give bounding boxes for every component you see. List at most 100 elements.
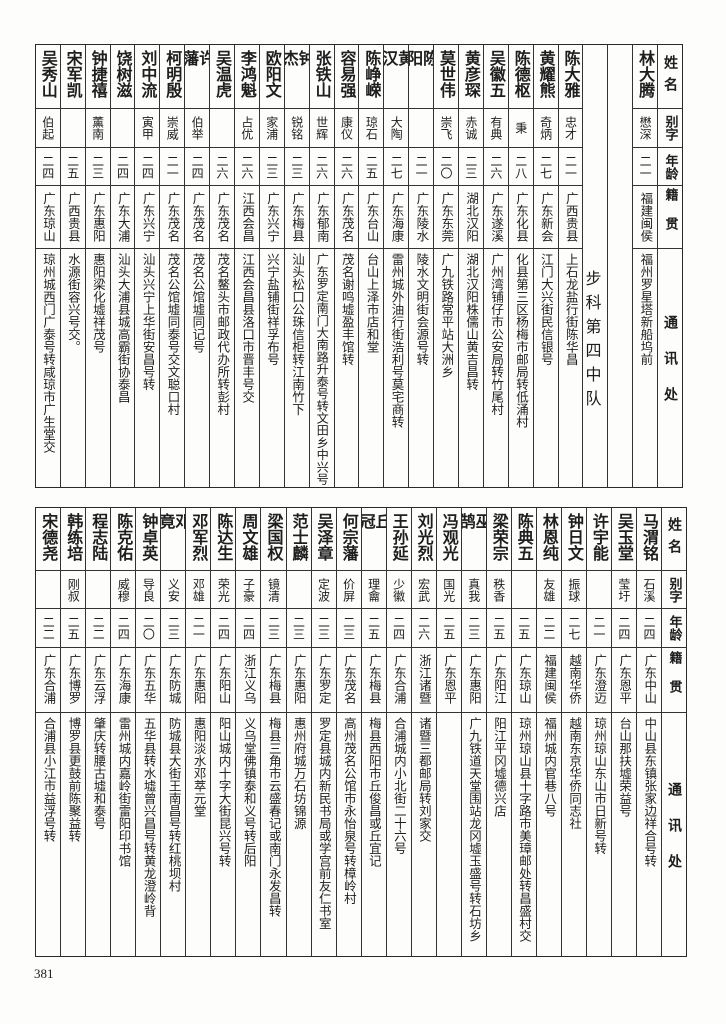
name-cell: 陈达生 — [211, 508, 236, 571]
native-text: 广东梅县 — [366, 654, 382, 704]
native-cell: 广东大浦 — [110, 186, 135, 249]
native-cell: 广东琼山 — [511, 648, 536, 713]
name-text: 宋德尧 — [39, 513, 59, 561]
address-cell: 高州茂名公馆市永怡泉号转樟岭村 — [337, 713, 361, 958]
age-cell: 二六 — [334, 148, 359, 186]
native-text: 广东化县 — [513, 192, 529, 242]
name-cell: 黄彦琛 — [458, 45, 483, 109]
native-cell: 广东五华 — [136, 648, 161, 713]
native-text: 广东阳山 — [216, 654, 232, 704]
address-text: 江西会昌县洛口市晋丰号交 — [240, 253, 256, 403]
address-cell — [437, 713, 461, 958]
age-cell: 二一 — [160, 148, 185, 186]
table-row: 刘中流 寅甲 二四 广东兴宁 汕头兴宁上华街安昌号转 — [134, 45, 160, 489]
native-text: 广东五华 — [141, 654, 157, 704]
address-cell: 琼州琼山县十字路市美璋邮处转昌盛村交 — [512, 713, 536, 958]
name-text: 刘中流 — [138, 50, 158, 98]
header-name: 姓名 — [662, 54, 679, 99]
address-text: 越南东京华侨同志社 — [567, 717, 583, 830]
native-text: 广东惠阳 — [191, 654, 207, 704]
address-cell: 台山上泽市店和堂 — [359, 249, 383, 489]
age-text: 二三 — [463, 154, 478, 179]
alias-cell: 锐铭 — [284, 109, 309, 148]
address-cell: 汕头兴宁上华街安昌号转 — [135, 249, 159, 489]
age-cell: 二四 — [111, 609, 136, 648]
address-text: 梅县西阳市丘俊昌或丘宜记 — [366, 717, 382, 867]
address-text: 台山上泽市店和堂 — [364, 253, 380, 353]
table-row: 邓军烈 邓雄 二一 广东惠阳 惠阳淡水邓萃元堂 — [185, 508, 211, 956]
age-cell: 二六 — [483, 148, 508, 186]
alias-cell — [511, 571, 536, 609]
address-cell: 琼州城西门广泰号转咸琼市广生堂交 — [36, 249, 60, 489]
native-text: 湖北汉阳 — [464, 192, 480, 242]
header-age-cell: 年龄 — [658, 148, 682, 186]
name-cell: 钟捷禧 — [85, 45, 110, 109]
age-cell: 二七 — [561, 609, 586, 648]
table-row: 吴徽五 有典 二六 广东遂溪 广州湾铺仔市公安局转竹尾村 — [482, 45, 508, 487]
age-text: 二三 — [266, 616, 281, 640]
address-text: 汕头兴宁上华街安昌号转 — [140, 253, 156, 391]
name-cell: 梁荣宗 — [486, 508, 511, 571]
name-cell: 容易强 — [334, 45, 359, 109]
native-cell: 广东兴宁 — [135, 186, 160, 249]
header-address: 通讯处 — [665, 781, 682, 890]
address-text: 上石龙盐行街陈华昌 — [563, 253, 579, 366]
native-cell: 广东茂名 — [334, 186, 359, 249]
table-row: 梁国权 镜清 二三 广东梅县 梅县三角市云盛春记或南门永发昌转 — [260, 508, 286, 956]
header-native: 籍贯 — [662, 188, 678, 246]
native-text: 广东合浦 — [391, 654, 407, 704]
native-cell: 广西贵县 — [558, 186, 583, 249]
header-address-cell: 通讯处 — [658, 249, 682, 489]
table-row: 许藩 伯举 二四 广东茂名 茂名公馆墟同记号 — [184, 45, 210, 487]
name-cell: 吴徽五 — [483, 45, 508, 109]
alias-text: 康仪 — [339, 116, 354, 140]
header-alias: 别字 — [666, 576, 682, 603]
age-cell: 二三 — [161, 609, 186, 648]
name-text: 钟卓英 — [139, 513, 159, 561]
name-text: 吴玉堂 — [614, 513, 634, 561]
native-text: 广东惠阳 — [466, 654, 482, 704]
age-text: 二七 — [538, 154, 553, 179]
address-text: 福州罗星塔新船坞前 — [638, 253, 654, 366]
alias-text: 荣光 — [216, 577, 231, 602]
age-text: 二一 — [638, 154, 653, 179]
age-text: 二五 — [366, 616, 381, 640]
age-text: 二三 — [466, 616, 481, 640]
table-row: 莫世伟 崇飞 二〇 广东东莞 广九铁路常平站大洲乡 — [433, 45, 458, 487]
address-text: 汕头大浦县城高霸街协泰昌 — [115, 253, 131, 403]
alias-cell: 世辉 — [309, 109, 334, 148]
table-row: 马渭铭 石溪 二四 广东中山 中山县东镇张家边祥合号转 — [635, 508, 661, 956]
alias-text: 国光 — [441, 577, 456, 602]
age-text: 二七 — [566, 616, 581, 640]
alias-cell: 赤诚 — [458, 109, 483, 148]
age-text: 二六 — [314, 154, 329, 179]
native-text: 广东郁南 — [314, 192, 330, 242]
header-alias-cell: 别字 — [661, 571, 686, 609]
roster-table-top: 姓名 别字 年龄 籍贯 通讯处 林大腾 懋深 二一 福建闽侯 福州罗星塔新船坞前 步科第四中队 陈大雅… — [35, 44, 683, 488]
native-cell: 广东海康 — [384, 186, 409, 249]
address-cell: 五华县转水墟曾兴昌号转黄龙澄岭背 — [136, 713, 160, 958]
name-cell: 黄汉 — [384, 45, 409, 109]
age-text: 二五 — [491, 616, 506, 640]
native-cell: 广东阳山 — [211, 648, 236, 713]
header-alias-cell: 别字 — [658, 109, 682, 148]
age-cell: 二八 — [508, 148, 533, 186]
table-row: 邓竟 义安 二三 广东防城 防城县大街王南昌号转红桃坝村 — [160, 508, 186, 956]
address-text: 陵水文明街会源号转 — [414, 253, 430, 366]
address-text: 水源街容兴号交。 — [65, 253, 81, 353]
address-cell: 罗定县城内新民书局或学宫前友仁书室 — [312, 713, 336, 958]
table-row: 林恩纯 友雄 二二 福建闽侯 福州城内官巷八号 — [535, 508, 561, 956]
header-name-cell: 姓名 — [658, 45, 682, 109]
native-cell: 广东合浦 — [386, 648, 411, 713]
age-text: 二五 — [441, 616, 456, 640]
table-row: 何宗藩 价屏 二三 广东茂名 高州茂名公馆市永怡泉号转樟岭村 — [335, 508, 361, 958]
alias-cell: 刚叔 — [61, 571, 86, 609]
age-cell: 二一 — [409, 148, 434, 186]
name-text: 钟捷禧 — [88, 50, 108, 98]
alias-cell: 莹圩 — [611, 571, 636, 609]
name-cell: 巫鹄 — [461, 508, 486, 571]
alias-cell: 奇炳 — [533, 109, 558, 148]
alias-text: 伯举 — [190, 116, 205, 140]
alias-cell: 忠才 — [558, 109, 583, 148]
alias-cell: 义安 — [161, 571, 186, 609]
